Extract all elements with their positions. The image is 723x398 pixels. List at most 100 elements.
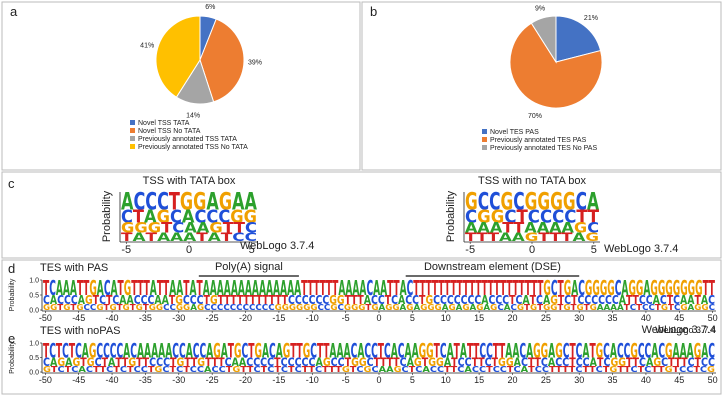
slice-label: 41% [140, 43, 154, 50]
legend-label: Previously annotated TSS TATA [138, 136, 237, 143]
y-axis-label: Probability [9, 341, 16, 374]
x-tick-label: -30 [172, 375, 185, 385]
legend-swatch [482, 129, 487, 134]
panel-label: b [370, 4, 377, 19]
x-tick-label: 5 [410, 313, 415, 323]
x-tick-label: 5 [410, 375, 415, 385]
slice-label: 9% [535, 5, 545, 12]
logo-row: CAGAGTGCTATTGTTCCCTGTTGTTTCAACCCCTCCCCCA… [43, 355, 715, 369]
x-tick-label: -25 [206, 313, 219, 323]
logo-row: GGTGTGCCGTGTGTGTGGCCGGAGCCCCCCCCCCCGGGGG… [43, 302, 715, 312]
annotation: Poly(A) signal [215, 261, 283, 273]
x-tick-label: 45 [674, 313, 684, 323]
panel-de-frame [1, 259, 722, 395]
y-axis-label: Probability [101, 190, 113, 242]
x-tick-label: -40 [106, 375, 119, 385]
panel-b-frame [361, 1, 722, 171]
x-tick-label: 20 [507, 375, 517, 385]
logo-row: AAATTAAAAGC [465, 220, 599, 236]
x-tick-label: -40 [106, 313, 119, 323]
logo-row: CACCCAGTCTCAACCCAATGCCCTGTTTTTTTTTTTCCCC… [43, 293, 715, 307]
x-tick-label: -5 [342, 313, 350, 323]
slice-label: 6% [205, 4, 215, 11]
x-tick-label: 0 [529, 244, 535, 256]
x-tick-label: 50 [708, 313, 718, 323]
y-tick-label: 1.0 [29, 341, 39, 348]
pie-slice [155, 15, 201, 98]
y-tick-label: 0.5 [29, 293, 39, 300]
x-tick-label: 0 [186, 244, 192, 256]
x-tick-label: -30 [172, 313, 185, 323]
pie-slice [509, 22, 603, 109]
pie-slice [555, 15, 602, 63]
legend-swatch [130, 120, 135, 125]
x-tick-label: -20 [239, 313, 252, 323]
x-tick-label: -20 [239, 375, 252, 385]
x-tick-label: 25 [541, 375, 551, 385]
x-tick-label: 40 [641, 375, 651, 385]
x-tick-label: -45 [72, 375, 85, 385]
panel-label: c [8, 176, 15, 191]
x-tick-label: -5 [465, 244, 475, 256]
panel-a-frame [1, 1, 361, 171]
logo-row: GCCGCGGGGCA [465, 188, 600, 216]
logo-row: GTCTCACTTCTCTCCTGCTCTCCACCTGTTCTCTCTCTTC… [43, 365, 715, 374]
panel-c-frame [1, 171, 722, 259]
pie-slice [530, 15, 557, 64]
slice-label: 39% [248, 60, 262, 67]
panel-label: e [8, 331, 15, 346]
legend-label: Novel TSS No TATA [138, 128, 201, 135]
y-tick-label: 0.0 [29, 370, 39, 377]
pie-slice [199, 18, 245, 103]
logo-title: TES with noPAS [40, 325, 121, 337]
legend-swatch [482, 145, 487, 150]
slice-label: 70% [528, 113, 542, 120]
x-tick-label: 45 [674, 375, 684, 385]
legend-label: Previously annotated TES No PAS [490, 145, 597, 152]
x-tick-label: 15 [474, 313, 484, 323]
weblogo-credit: WebLogo 3.7.4 [604, 243, 678, 255]
logo-row: CTAGCACCCGG [121, 208, 257, 228]
y-tick-label: 0.5 [29, 355, 39, 362]
x-tick-label: 10 [441, 313, 451, 323]
logo-row: TCTCTCAGCCCCACAAAAACCACCAGATGCTGACAGTTGC… [43, 340, 715, 363]
x-tick-label: 0 [376, 375, 381, 385]
logo-row: CGGCTCCCCTT [465, 208, 599, 228]
x-tick-label: 50 [708, 375, 718, 385]
legend-label: Novel TES PAS [490, 129, 539, 136]
logo-row: TCAAATTGACATGTTTATTAATATAAAAAAAAAAAAAATT… [43, 276, 715, 300]
slice-label: 21% [584, 15, 598, 22]
legend-swatch [130, 144, 135, 149]
x-tick-label: 5 [591, 244, 597, 256]
x-tick-label: -35 [139, 313, 152, 323]
logo-title: TSS with TATA box [143, 175, 236, 187]
legend-swatch [130, 136, 135, 141]
weblogo-credit: WebLogo 3.7.4 [655, 325, 716, 335]
y-tick-label: 0.0 [29, 308, 39, 315]
y-axis-label: Probability [9, 278, 16, 311]
x-tick-label: -15 [272, 375, 285, 385]
x-tick-label: 20 [507, 313, 517, 323]
x-tick-label: -5 [342, 375, 350, 385]
x-tick-label: 30 [574, 313, 584, 323]
logo-row: TTTAAGTTTAG [465, 230, 599, 243]
legend-label: Novel TSS TATA [138, 120, 190, 127]
x-tick-label: -5 [121, 244, 131, 256]
x-tick-label: 10 [441, 375, 451, 385]
logo-row: TATAAATATCC [121, 230, 257, 243]
weblogo-credit: WebLogo 3.7.4 [642, 324, 716, 336]
logo-row: GGGTCAAGTTC [121, 220, 257, 236]
x-tick-label: -25 [206, 375, 219, 385]
x-tick-label: 30 [574, 375, 584, 385]
x-tick-label: 35 [608, 375, 618, 385]
x-tick-label: -50 [39, 375, 52, 385]
logo-row: ACCCTGGAGAA [121, 188, 258, 216]
x-tick-label: 5 [249, 244, 255, 256]
logo-title: TES with PAS [40, 262, 108, 274]
annotation: Downstream element (DSE) [424, 261, 561, 273]
x-tick-label: -45 [72, 313, 85, 323]
logo-title: TSS with no TATA box [478, 175, 587, 187]
legend-swatch [130, 128, 135, 133]
slice-label: 14% [186, 113, 200, 120]
